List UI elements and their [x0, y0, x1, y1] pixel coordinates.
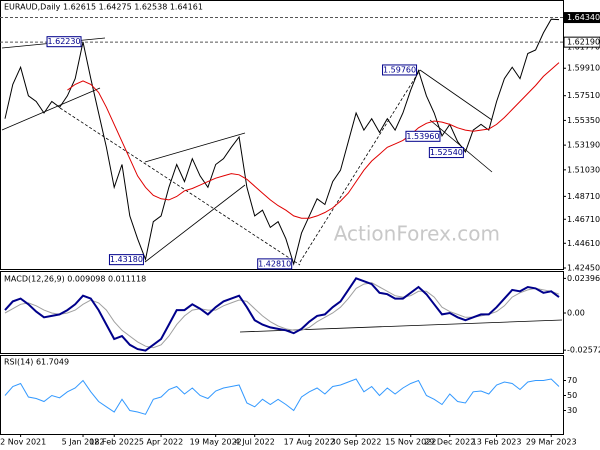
annotation-label: 1.43180	[110, 255, 143, 264]
level-box	[563, 12, 600, 24]
y-tick-label: 1.48710	[567, 192, 600, 201]
series-line	[4, 282, 560, 349]
x-tick-label: 4 Jul 2022	[235, 438, 275, 447]
series-line	[4, 18, 560, 266]
annotation-box	[405, 130, 441, 142]
annotation-box	[382, 64, 418, 76]
annotation-label: 1.52540	[430, 148, 463, 157]
level-label: 1.62190	[567, 38, 600, 47]
y-tick-label: 1.53190	[567, 141, 600, 150]
annotation-label: 1.53960	[406, 132, 439, 141]
macd-title: MACD(12,26,9) 0.009098 0.011118	[4, 275, 146, 284]
x-tick-label: 15 Nov 2022	[385, 438, 436, 447]
annotation-box	[428, 147, 464, 159]
y-tick-label: 30	[567, 406, 577, 415]
annotation-label: 1.42810	[258, 259, 291, 268]
y-tick-label: 1.46710	[567, 215, 600, 224]
annotation-box	[108, 254, 144, 266]
x-tick-label: 13 Feb 2023	[472, 438, 522, 447]
y-tick-label: 1.55350	[567, 116, 600, 125]
x-tick-label: 18 Feb 2022	[89, 438, 139, 447]
x-tick-label: 19 May 2022	[190, 438, 242, 447]
y-tick-label: 0.023963	[567, 274, 600, 283]
y-tick-label: 1.57510	[567, 91, 600, 100]
x-tick-label: 5 Jan 2022	[62, 438, 105, 447]
y-tick-label: 0.00	[567, 309, 585, 318]
x-tick-label: 30 Sep 2022	[331, 438, 382, 447]
annotation-label: 1.62230	[47, 37, 80, 46]
y-tick-label: 1.42450	[567, 264, 600, 273]
annotation-box	[257, 258, 293, 270]
price-title: EURAUD,Daily 1.62615 1.64275 1.62538 1.6…	[4, 3, 203, 12]
y-tick-label: 1.44610	[567, 239, 600, 248]
series-line	[67, 62, 560, 219]
level-label: 1.64340	[567, 13, 600, 22]
price-panel	[0, 0, 564, 270]
series-line	[4, 378, 560, 415]
x-tick-label: 5 Apr 2022	[139, 438, 183, 447]
y-tick-label: 1.51030	[567, 165, 600, 174]
y-tick-label: -0.025726	[567, 346, 600, 355]
x-tick-label: 17 Aug 2022	[284, 438, 335, 447]
x-tick-label: 22 Nov 2021	[0, 438, 46, 447]
x-tick-label: 29 Dec 2022	[424, 438, 475, 447]
annotation-box	[46, 36, 82, 48]
y-tick-label: 70	[567, 376, 577, 385]
x-tick-label: 29 Mar 2023	[526, 438, 577, 447]
watermark: ActionForex.com	[334, 222, 500, 246]
annotation-label: 1.59760	[383, 65, 416, 74]
y-tick-label: 1.59910	[567, 64, 600, 73]
series-line	[4, 277, 560, 352]
rsi-title: RSI(14) 61.7049	[4, 358, 69, 367]
y-tick-label: 50	[567, 391, 577, 400]
level-box	[563, 36, 600, 48]
